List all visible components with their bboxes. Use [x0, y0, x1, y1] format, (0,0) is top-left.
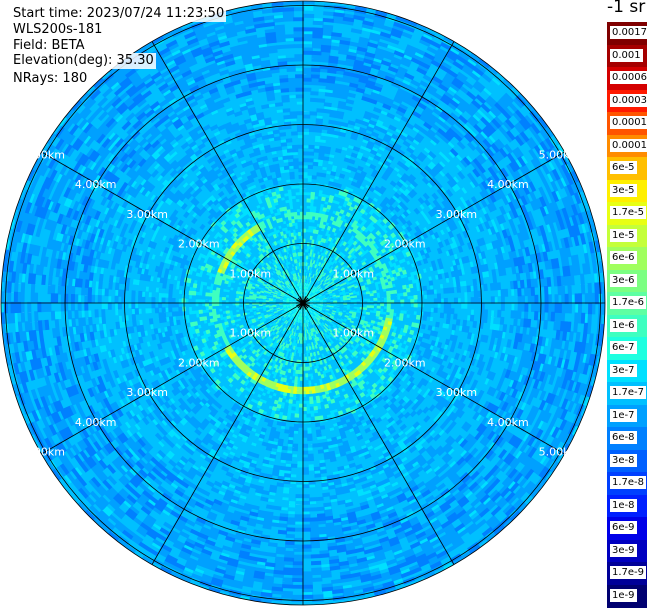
- ring-label: 4.00km: [487, 416, 529, 429]
- colorbar-label: 0.00017: [610, 116, 647, 129]
- colorbar-label: 1.7e-5: [610, 206, 646, 219]
- ring-label: 1.00km: [229, 267, 271, 280]
- colorbar-label: 1e-8: [610, 499, 637, 512]
- ring-label: 3.00km: [436, 208, 478, 221]
- colorbar-label: 6e-5: [610, 161, 637, 174]
- ring-label: 3.00km: [126, 386, 168, 399]
- ring-label: 3.00km: [436, 386, 478, 399]
- ring-label: 2.00km: [178, 356, 220, 369]
- colorbar-label: 1.7e-8: [610, 476, 646, 489]
- colorbar-label: 1.7e-7: [610, 386, 646, 399]
- colorbar-label: 1.7e-9: [610, 566, 646, 579]
- colorbar-label: 6e-8: [610, 431, 637, 444]
- colorbar-label: 0.0001: [610, 139, 647, 152]
- colorbar-label: 3e-9: [610, 544, 637, 557]
- colorbar-label: 0.001: [610, 49, 643, 62]
- colorbar-label: 1e-7: [610, 409, 637, 422]
- colorbar-label: 6e-7: [610, 341, 637, 354]
- ring-label: 5.00km: [539, 446, 581, 459]
- colorbar-title: -1 sr: [607, 0, 647, 17]
- start-time: Start time: 2023/07/24 11:23:50: [11, 6, 226, 22]
- ring-label: 1.00km: [333, 327, 375, 340]
- ring-label: 1.00km: [229, 327, 271, 340]
- nrays: NRays: 180: [11, 71, 89, 87]
- colorbar-label: 0.0006: [610, 71, 647, 84]
- ring-label: 3.00km: [126, 208, 168, 221]
- colorbar-label: 3e-5: [610, 184, 637, 197]
- ring-label: 2.00km: [384, 356, 426, 369]
- colorbar-label: 0.0017: [610, 26, 647, 39]
- ring-label: 2.00km: [384, 238, 426, 251]
- colorbar-label: 6e-6: [610, 251, 637, 264]
- colorbar-label: 1e-9: [610, 589, 637, 602]
- field-name: Field: BETA: [11, 38, 86, 54]
- colorbar-label: 3e-8: [610, 454, 637, 467]
- colorbar-label: 1e-6: [610, 319, 637, 332]
- elevation: Elevation(deg): 35.30: [11, 53, 156, 69]
- ring-label: 5.00km: [23, 148, 65, 161]
- ppi-plot: 1.00km 1.00km 1.00km 1.00km 2.00km 2.00km 2.00…: [0, 0, 607, 607]
- ring-label: 4.00km: [75, 416, 117, 429]
- ring-label: 2.00km: [178, 238, 220, 251]
- instrument-name: WLS200s-181: [11, 22, 104, 38]
- colorbar-label: 3e-7: [610, 364, 637, 377]
- colorbar-label: 0.0003: [610, 94, 647, 107]
- colorbar-label: 3e-6: [610, 274, 637, 287]
- ring-label: 5.00km: [23, 446, 65, 459]
- ring-label: 4.00km: [75, 178, 117, 191]
- ring-label: 4.00km: [487, 178, 529, 191]
- colorbar-label: 6e-9: [610, 521, 637, 534]
- colorbar-label: 1.7e-6: [610, 296, 646, 309]
- ring-label: 1.00km: [333, 267, 375, 280]
- colorbar-label: 1e-5: [610, 229, 637, 242]
- ring-label: 5.00km: [539, 148, 581, 161]
